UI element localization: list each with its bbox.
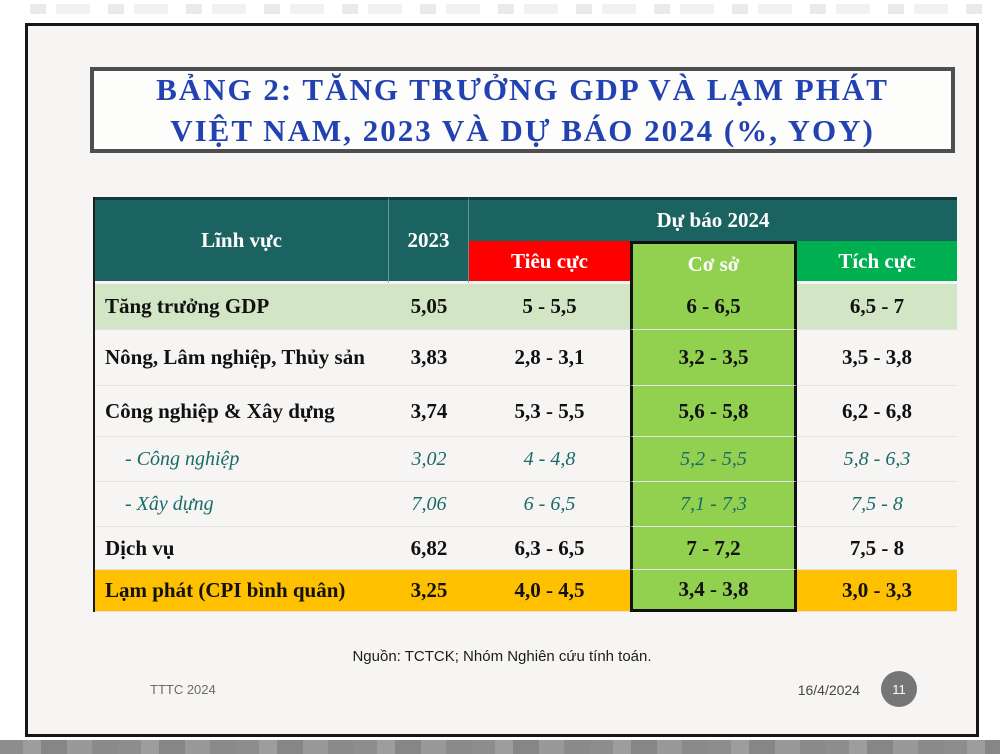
cell-co-so: 7,1 - 7,3 — [630, 482, 797, 527]
row-label: - Xây dựng — [95, 482, 389, 527]
cell-2023: 3,74 — [389, 386, 469, 437]
cell-tieu-cuc: 5,3 - 5,5 — [469, 386, 630, 437]
page-number: 11 — [892, 681, 906, 697]
scan-noise-top — [30, 4, 990, 14]
cell-co-so: 7 - 7,2 — [630, 527, 797, 570]
header-tich-cuc: Tích cực — [797, 241, 957, 284]
cell-tich-cuc: 6,2 - 6,8 — [797, 386, 957, 437]
cell-tich-cuc: 3,5 - 3,8 — [797, 330, 957, 386]
cell-co-so: 5,6 - 5,8 — [630, 386, 797, 437]
cell-co-so: 6 - 6,5 — [630, 284, 797, 330]
cell-2023: 6,82 — [389, 527, 469, 570]
gdp-inflation-table: Lĩnh vực 2023 Dự báo 2024 Tiêu cực Cơ sở… — [93, 197, 957, 612]
cell-2023: 3,02 — [389, 437, 469, 482]
row-label: Tăng trưởng GDP — [95, 284, 389, 330]
row-label: Nông, Lâm nghiệp, Thủy sản — [95, 330, 389, 386]
source-note: Nguồn: TCTCK; Nhóm Nghiên cứu tính toán. — [352, 648, 652, 665]
header-linh-vuc: Lĩnh vực — [95, 197, 389, 284]
header-2023: 2023 — [389, 197, 469, 284]
row-label: Công nghiệp & Xây dựng — [95, 386, 389, 437]
cell-2023: 3,25 — [389, 570, 469, 612]
header-du-bao-2024: Dự báo 2024 — [469, 197, 957, 241]
cell-co-so: 3,2 - 3,5 — [630, 330, 797, 386]
row-label: Dịch vụ — [95, 527, 389, 570]
presentation-slide: BẢNG 2: TĂNG TRƯỞNG GDP VÀ LẠM PHÁT VIỆT… — [25, 23, 979, 737]
row-label: - Công nghiệp — [95, 437, 389, 482]
photo-edge-strip — [0, 740, 1000, 754]
header-co-so: Cơ sở — [630, 241, 797, 284]
cell-tich-cuc: 7,5 - 8 — [797, 527, 957, 570]
cell-tich-cuc: 6,5 - 7 — [797, 284, 957, 330]
cell-tieu-cuc: 6 - 6,5 — [469, 482, 630, 527]
cell-co-so: 5,2 - 5,5 — [630, 437, 797, 482]
cell-tieu-cuc: 5 - 5,5 — [469, 284, 630, 330]
cell-tieu-cuc: 4 - 4,8 — [469, 437, 630, 482]
header-tieu-cuc: Tiêu cực — [469, 241, 630, 284]
cell-co-so: 3,4 - 3,8 — [630, 570, 797, 612]
slide-title-box: BẢNG 2: TĂNG TRƯỞNG GDP VÀ LẠM PHÁT VIỆT… — [90, 67, 955, 153]
slide-title-line1: BẢNG 2: TĂNG TRƯỞNG GDP VÀ LẠM PHÁT — [156, 72, 889, 107]
cell-2023: 5,05 — [389, 284, 469, 330]
cell-tich-cuc: 5,8 - 6,3 — [797, 437, 957, 482]
page-number-badge: 11 — [881, 671, 917, 707]
footer-left-label: TTTC 2024 — [150, 682, 216, 697]
footer-date: 16/4/2024 — [797, 682, 860, 698]
cell-tich-cuc: 7,5 - 8 — [797, 482, 957, 527]
row-label: Lạm phát (CPI bình quân) — [95, 570, 389, 612]
cell-tieu-cuc: 6,3 - 6,5 — [469, 527, 630, 570]
cell-2023: 3,83 — [389, 330, 469, 386]
cell-tich-cuc: 3,0 - 3,3 — [797, 570, 957, 612]
cell-tieu-cuc: 2,8 - 3,1 — [469, 330, 630, 386]
cell-tieu-cuc: 4,0 - 4,5 — [469, 570, 630, 612]
cell-2023: 7,06 — [389, 482, 469, 527]
slide-title-line2: VIỆT NAM, 2023 VÀ DỰ BÁO 2024 (%, YOY) — [170, 113, 875, 148]
